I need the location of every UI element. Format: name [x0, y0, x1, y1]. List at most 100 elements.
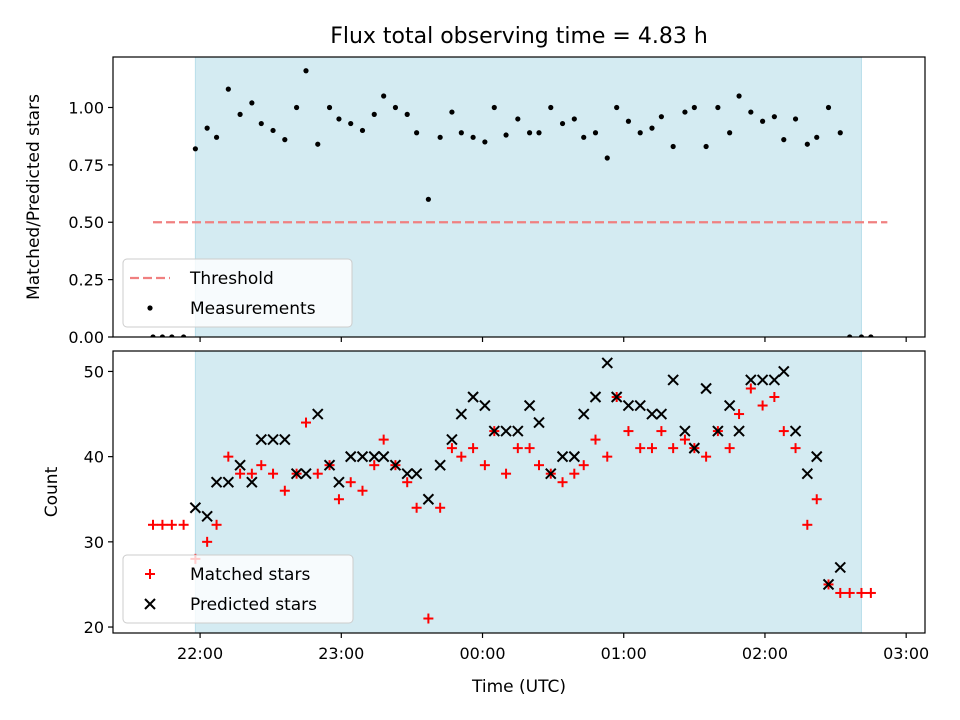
- measurement-point: [169, 334, 175, 337]
- measurement-point: [491, 104, 497, 111]
- predicted-star-point: [488, 425, 500, 437]
- matched-star-point: [423, 613, 434, 624]
- measurement-point: [503, 132, 509, 138]
- matched-star-point: [745, 383, 756, 394]
- x-tick-label: 02:00: [742, 644, 788, 663]
- bottom-plot-area: [148, 357, 876, 624]
- predicted-star-point: [377, 450, 390, 463]
- measurement-point: [771, 114, 777, 120]
- predicted-star-point: [568, 450, 581, 463]
- bottom-y-tick-label: 20: [84, 618, 104, 637]
- predicted-star-point: [712, 425, 724, 437]
- matched-star-point: [590, 434, 601, 445]
- matched-star-point: [166, 519, 177, 530]
- chart-title: Flux total observing time = 4.83 h: [330, 24, 708, 49]
- matched-star-point: [378, 434, 389, 445]
- matched-star-point: [701, 451, 712, 462]
- measurement-point: [392, 104, 399, 111]
- predicted-star-point: [801, 467, 814, 480]
- matched-star-point: [178, 519, 189, 530]
- matched-star-point: [202, 536, 213, 547]
- bottom-panel: 20 30 40 50 22:00 23:00 00:00 01:00 02:00 03:00 Ma…: [84, 350, 929, 663]
- predicted-star-point: [255, 433, 267, 446]
- predicted-star-point: [733, 425, 745, 437]
- top-panel: 0.00 0.25 0.50 0.75 1.00 Threshold Measurement…: [68, 56, 926, 347]
- legend-label: Threshold: [189, 269, 274, 289]
- predicted-star-point: [222, 476, 235, 488]
- x-tick-label: 22:00: [177, 644, 223, 663]
- predicted-star-point: [655, 408, 668, 420]
- predicted-star-point: [323, 459, 336, 471]
- measurement-point: [703, 143, 709, 150]
- predicted-star-point: [556, 450, 569, 463]
- predicted-star-point: [646, 408, 658, 420]
- x-tick-label: 00:00: [459, 644, 505, 663]
- predicted-star-point: [234, 459, 246, 471]
- predicted-star-point: [688, 442, 701, 454]
- matched-star-point: [148, 519, 159, 530]
- top-legend-box: [122, 258, 353, 328]
- bottom-axes-frame: [112, 350, 926, 634]
- measurement-point: [437, 134, 443, 140]
- predicted-star-point: [589, 391, 602, 403]
- predicted-star-point: [523, 399, 536, 412]
- matched-star-point: [811, 494, 822, 505]
- bottom-legend-box: [122, 554, 354, 624]
- predicted-star-point: [745, 374, 757, 386]
- measurement-point: [691, 104, 697, 111]
- predicted-star-point: [500, 425, 512, 437]
- matched-star-point: [802, 519, 813, 530]
- predicted-star-point: [246, 476, 258, 488]
- matched-star-point: [369, 460, 380, 471]
- matched-star-point: [656, 426, 667, 437]
- matched-star-point: [534, 460, 545, 471]
- top-y-tick-label: 0.00: [68, 328, 104, 347]
- matched-star-point: [790, 443, 801, 454]
- matched-star-point: [411, 502, 422, 513]
- measurement-point: [614, 104, 620, 111]
- measurement-point: [204, 125, 210, 131]
- predicted-star-point: [700, 382, 712, 395]
- bottom-y-tick-label: 30: [84, 533, 104, 552]
- predicted-star-point: [610, 391, 623, 403]
- top-y-tick-label: 0.75: [68, 156, 104, 175]
- predicted-star-point: [290, 467, 303, 480]
- predicted-star-point: [789, 425, 802, 437]
- measurement-point: [249, 100, 255, 106]
- matched-star-point: [501, 468, 512, 479]
- measurement-point: [536, 130, 542, 136]
- predicted-star-point: [312, 408, 324, 420]
- top-y-tick-label: 0.25: [68, 271, 104, 290]
- matched-star-point: [279, 485, 290, 496]
- predicted-star-point: [345, 450, 357, 463]
- measurement-point: [559, 120, 566, 127]
- matched-star-point: [724, 443, 735, 454]
- predicted-star-point: [512, 425, 524, 437]
- measurement-point: [336, 116, 342, 122]
- predicted-star-point: [446, 433, 458, 446]
- predicted-star-point: [679, 425, 691, 437]
- measurement-point: [658, 114, 664, 120]
- predicted-star-point: [634, 399, 646, 412]
- predicted-star-point: [723, 399, 736, 412]
- measurement-point: [727, 130, 733, 136]
- predicted-star-point: [189, 502, 202, 514]
- measurement-point: [670, 143, 676, 150]
- measurement-point: [682, 109, 688, 115]
- measurement-point: [371, 111, 377, 117]
- measurement-point: [282, 137, 288, 143]
- predicted-star-point: [410, 467, 423, 480]
- predicted-star-point: [467, 391, 479, 403]
- matched-star-point: [435, 502, 446, 513]
- predicted-star-point: [455, 408, 468, 420]
- matched-star-point: [569, 468, 580, 479]
- matched-star-point: [856, 587, 867, 598]
- predicted-star-point: [368, 450, 380, 463]
- predicted-star-point: [578, 408, 590, 420]
- matched-star-point: [769, 392, 780, 403]
- measurement-point: [470, 134, 476, 140]
- measurement-point: [213, 134, 220, 140]
- x-tick-label: 01:00: [601, 644, 647, 663]
- matched-star-point: [402, 477, 413, 488]
